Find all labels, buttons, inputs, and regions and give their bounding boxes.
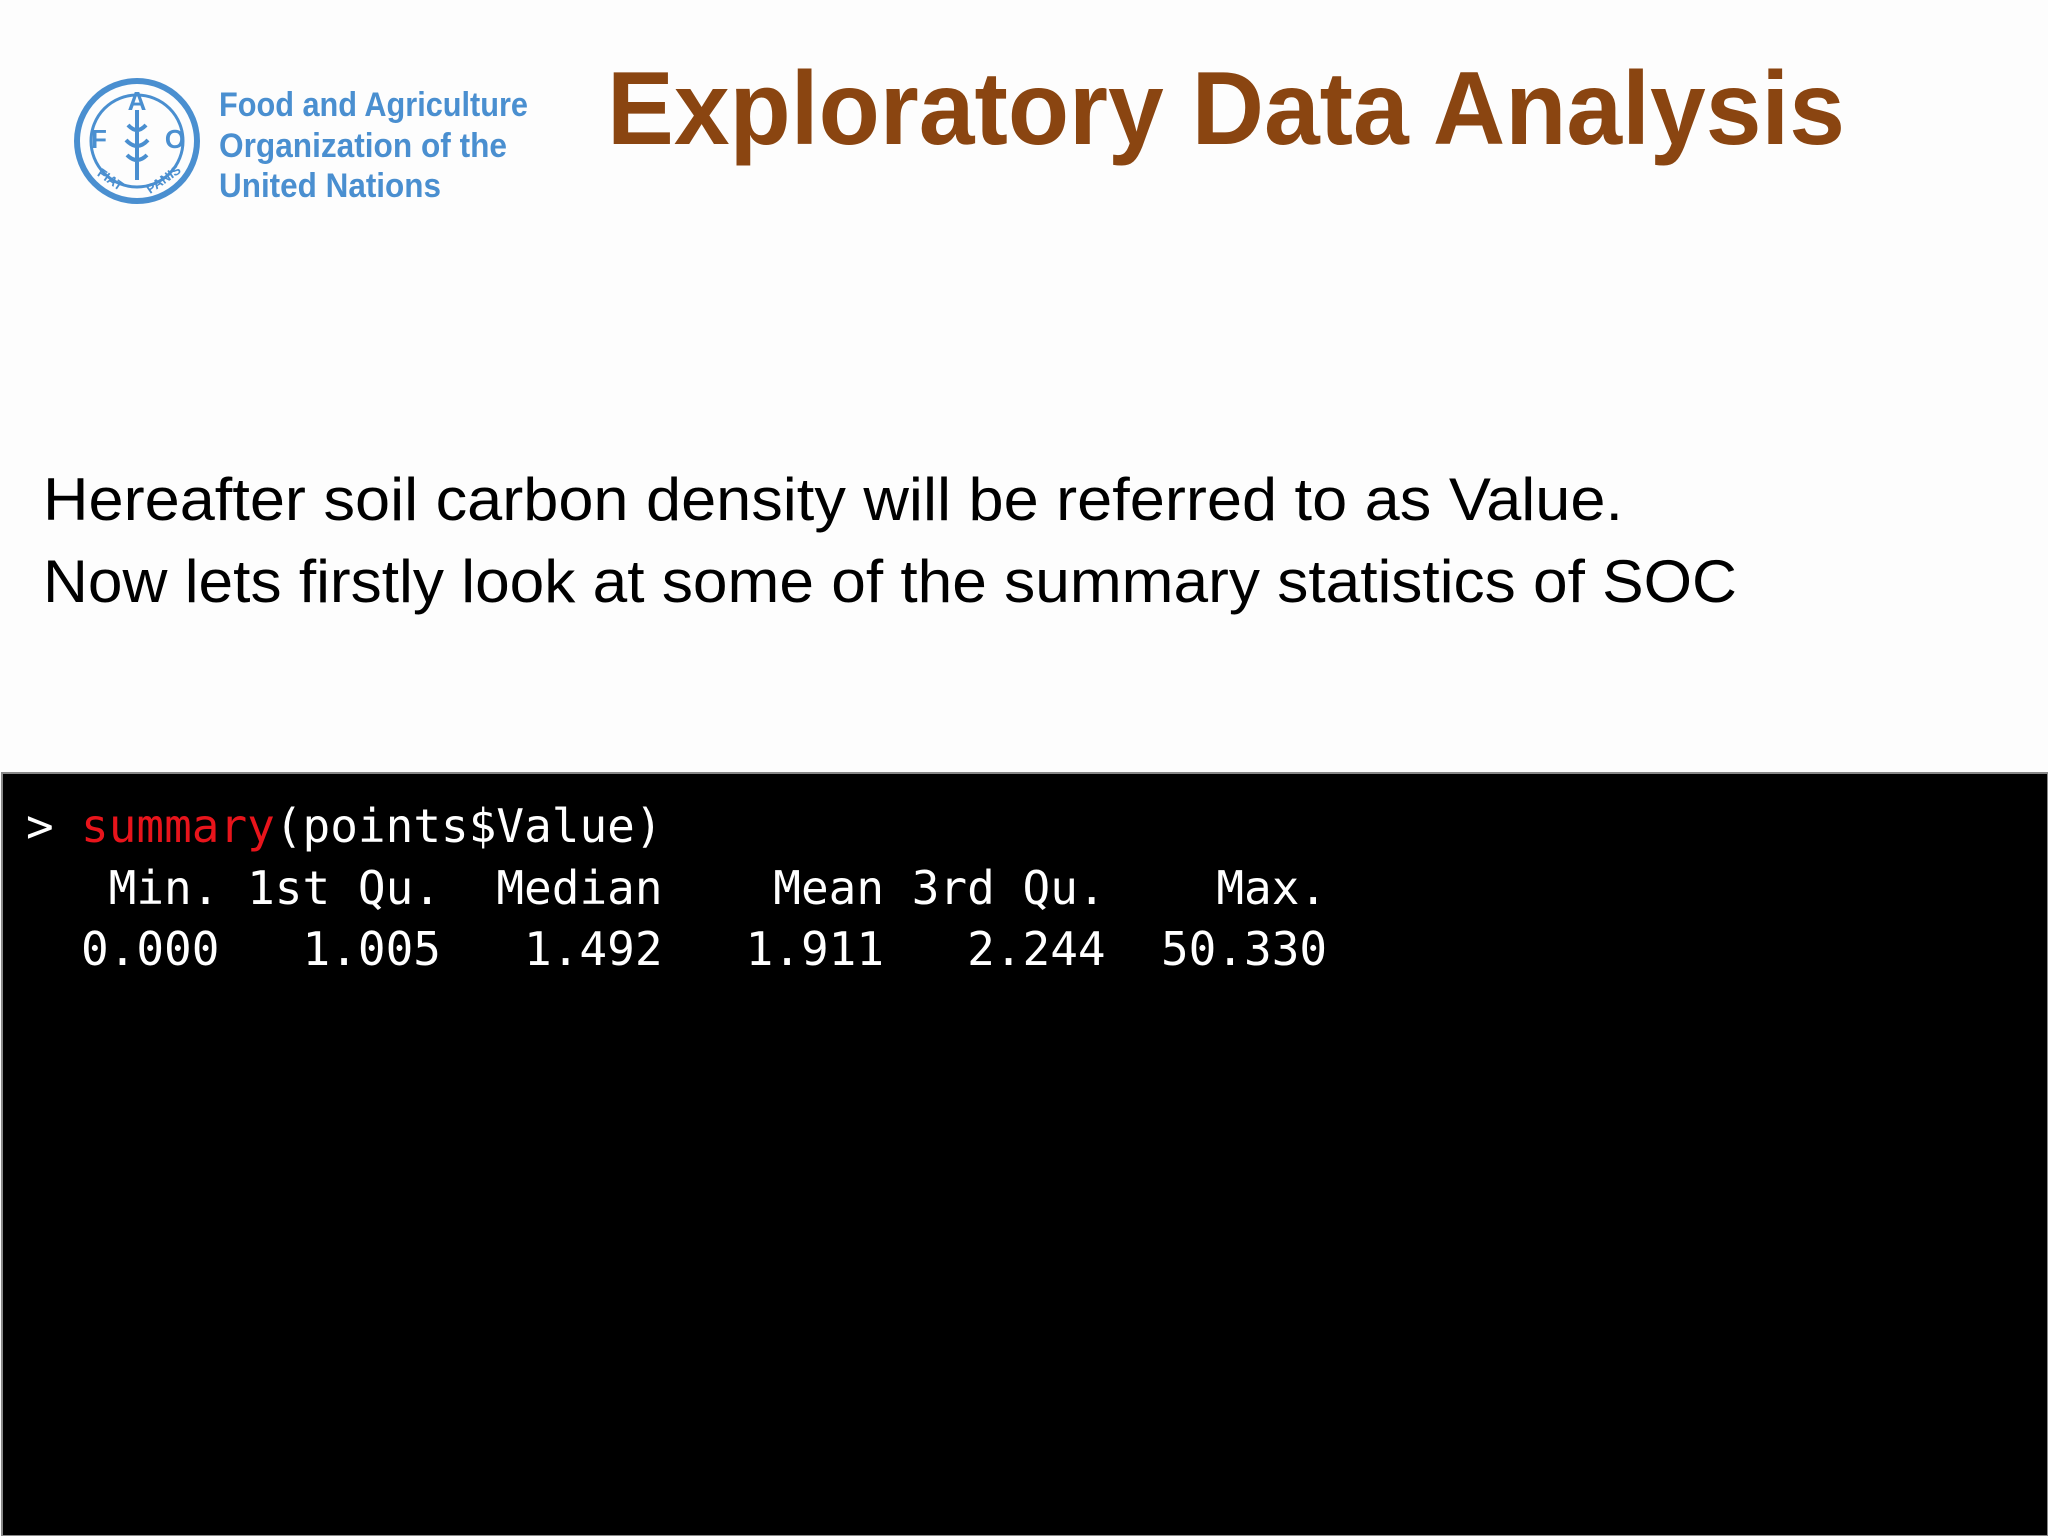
logo-line: Food and Agriculture xyxy=(219,86,528,124)
slide-title: Exploratory Data Analysis xyxy=(607,51,1845,167)
emblem-letter: O xyxy=(165,124,185,154)
logo-line: United Nations xyxy=(219,167,441,205)
console-prompt: > xyxy=(26,799,54,853)
console-arguments: (points$Value) xyxy=(275,799,663,853)
emblem-letter: F xyxy=(91,124,107,154)
summary-value: 2.244 xyxy=(967,922,1105,976)
emblem-inner-ring xyxy=(89,93,185,189)
summary-header: Median xyxy=(496,861,662,915)
body-line: Hereafter soil carbon density will be re… xyxy=(43,466,1623,533)
logo-line: Organization of the xyxy=(219,127,507,165)
summary-value: 50.330 xyxy=(1161,922,1327,976)
emblem-letter: A xyxy=(128,86,147,116)
console xyxy=(1,772,2048,1536)
summary-value: 1.005 xyxy=(303,922,441,976)
summary-value: 0.000 xyxy=(81,922,219,976)
console-output: > summary (points$Value) Min. 0.000 1st Qu… xyxy=(26,799,1327,976)
body-line: Now lets firstly look at some of the sum… xyxy=(43,548,1737,615)
summary-header: Min. xyxy=(109,861,220,915)
summary-header: Mean xyxy=(773,861,884,915)
console-function: summary xyxy=(81,799,275,853)
emblem-ring xyxy=(74,78,200,204)
summary-header: 1st Qu. xyxy=(247,861,441,915)
fao-wordmark: Food and Agriculture Organization of the… xyxy=(219,86,528,205)
emblem-wheat xyxy=(124,110,150,180)
summary-header: 3rd Qu. xyxy=(912,861,1106,915)
summary-header: Max. xyxy=(1216,861,1327,915)
summary-value: 1.492 xyxy=(524,922,662,976)
summary-value: 1.911 xyxy=(746,922,884,976)
